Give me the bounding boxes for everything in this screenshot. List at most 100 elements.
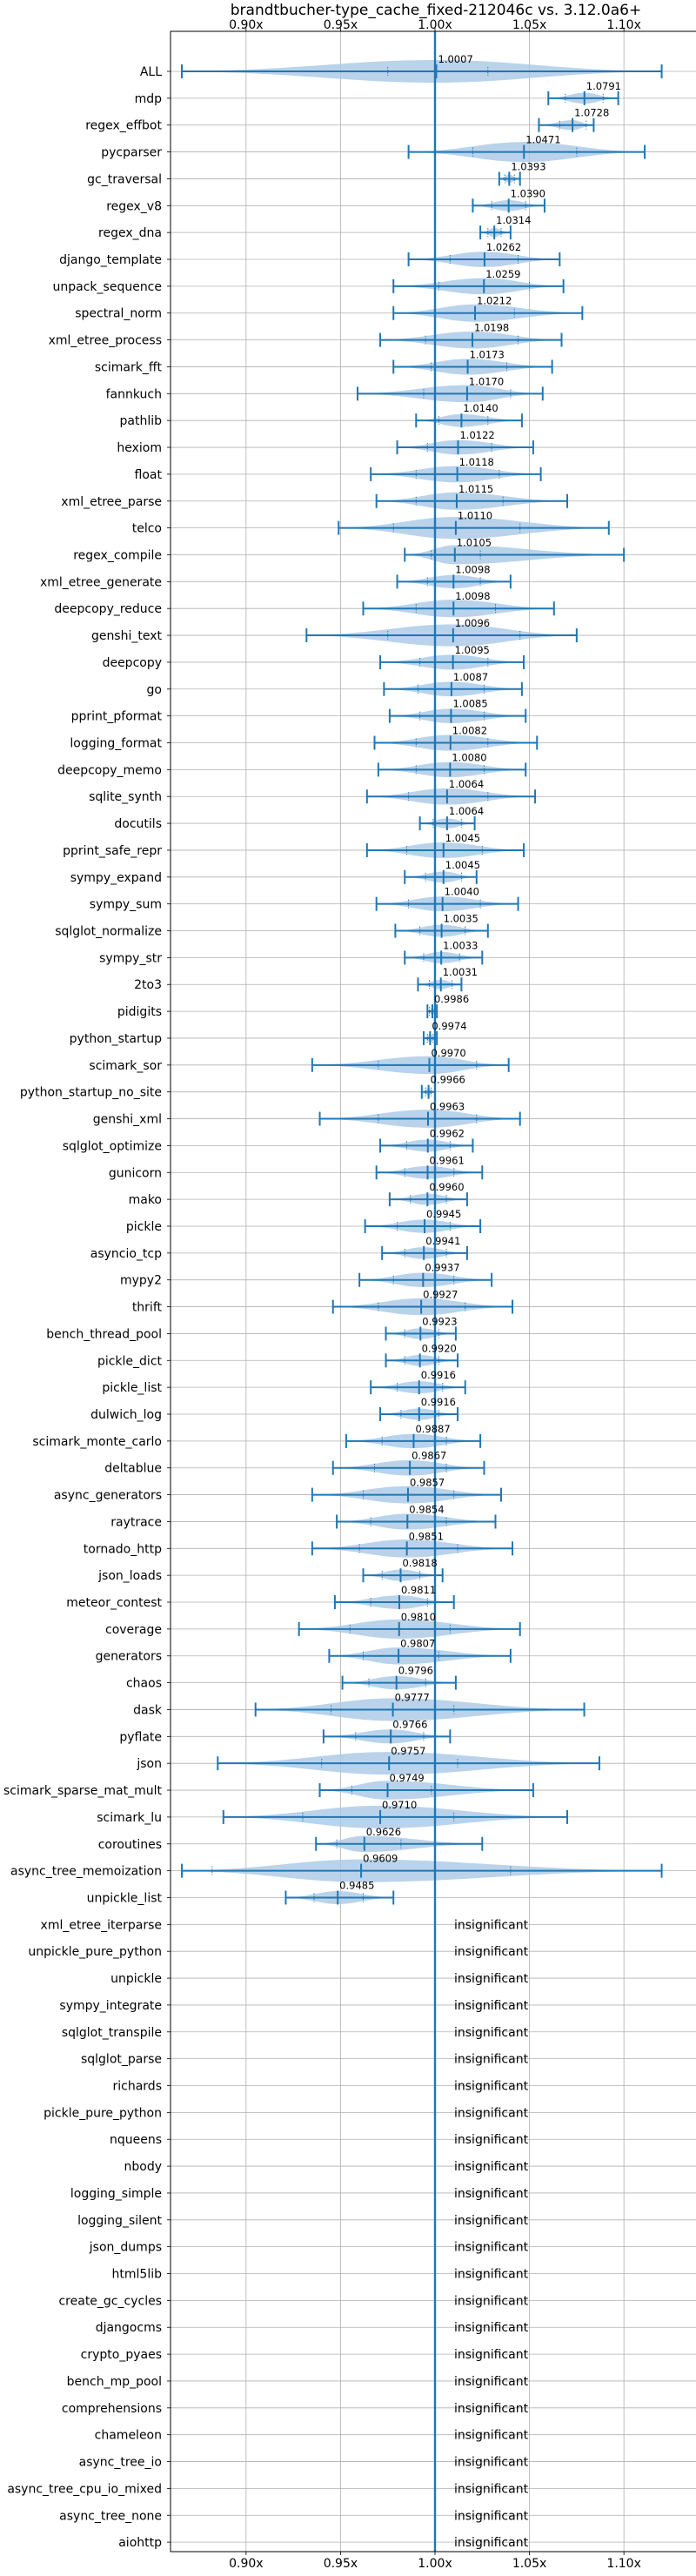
insignificant-label: insignificant <box>454 2375 529 2389</box>
mean-value-label: 1.0098 <box>455 590 490 602</box>
mean-value-label: 0.9916 <box>421 1396 456 1408</box>
mean-value-label: 0.9974 <box>432 1020 466 1032</box>
benchmark-name: regex_dna <box>98 226 162 240</box>
mean-value-label: 0.9937 <box>425 1262 459 1274</box>
mean-value-label: 0.9962 <box>430 1127 465 1139</box>
mean-value-label: 0.9749 <box>389 1772 424 1784</box>
mean-value-label: 1.0105 <box>457 536 492 548</box>
mean-value-label: 0.9796 <box>398 1665 433 1677</box>
benchmark-name: pycparser <box>101 146 162 160</box>
mean-value-label: 0.9923 <box>422 1315 457 1327</box>
insignificant-label: insignificant <box>454 2456 529 2470</box>
mean-value-label: 1.0035 <box>444 913 478 925</box>
mean-value-label: 0.9916 <box>421 1369 456 1381</box>
benchmark-name: async_generators <box>54 1489 162 1503</box>
benchmark-name: pickle_dict <box>97 1354 163 1368</box>
benchmark-name: bench_thread_pool <box>46 1327 162 1341</box>
x-tick-label-top: 0.95x <box>324 18 358 32</box>
mean-value-label: 0.9766 <box>392 1718 427 1730</box>
benchmark-name: create_gc_cycles <box>58 2294 162 2308</box>
mean-value-label: 0.9945 <box>426 1208 461 1220</box>
benchmark-name: python_startup <box>70 1032 162 1046</box>
insignificant-label: insignificant <box>454 2402 529 2416</box>
x-tick-label-bottom: 0.95x <box>324 2557 358 2571</box>
benchmark-name: regex_compile <box>73 548 162 562</box>
benchmark-name: pathlib <box>120 414 163 428</box>
benchmark-name: deepcopy_reduce <box>54 602 162 616</box>
benchmark-name: coroutines <box>98 1838 162 1852</box>
benchmark-name: scimark_lu <box>97 1811 162 1825</box>
benchmark-name: python_startup_no_site <box>20 1086 162 1100</box>
mean-value-label: 0.9920 <box>422 1342 457 1354</box>
mean-value-label: 0.9757 <box>391 1745 425 1757</box>
mean-value-label: 1.0471 <box>525 134 560 146</box>
benchmark-name: pickle_pure_python <box>44 2106 162 2120</box>
benchmark-name: richards <box>113 2080 163 2094</box>
benchmark-name: pickle_list <box>102 1381 162 1395</box>
insignificant-label: insignificant <box>454 1999 529 2013</box>
insignificant-label: insignificant <box>454 2482 529 2496</box>
benchmark-name: deltablue <box>104 1462 162 1476</box>
mean-value-label: 1.0198 <box>474 322 509 334</box>
benchmark-name: xml_etree_parse <box>61 495 162 509</box>
benchmark-name: sqlglot_optimize <box>63 1139 162 1153</box>
mean-value-label: 1.0064 <box>449 805 484 817</box>
benchmark-name: nqueens <box>110 2133 162 2147</box>
mean-value-label: 0.9609 <box>363 1853 398 1865</box>
insignificant-label: insignificant <box>454 2241 529 2255</box>
benchmark-name: mypy2 <box>120 1274 162 1288</box>
insignificant-label: insignificant <box>454 2080 529 2094</box>
benchmark-name: djangocms <box>96 2321 162 2335</box>
insignificant-label: insignificant <box>454 1945 529 1959</box>
mean-value-label: 1.0390 <box>511 187 545 199</box>
benchmark-name: dask <box>133 1703 163 1717</box>
mean-value-label: 1.0040 <box>445 886 479 898</box>
mean-value-label: 1.0791 <box>586 80 621 92</box>
benchmark-name: sympy_str <box>99 951 162 965</box>
mean-value-label: 0.9810 <box>401 1611 436 1623</box>
insignificant-label: insignificant <box>454 1972 529 1986</box>
insignificant-label: insignificant <box>454 1918 529 1932</box>
mean-value-label: 1.0110 <box>458 510 492 522</box>
x-tick-label-bottom: 1.10x <box>606 2557 640 2571</box>
mean-value-label: 0.9857 <box>410 1477 445 1489</box>
mean-value-label: 1.0033 <box>443 939 478 951</box>
benchmark-name: mdp <box>135 92 163 106</box>
mean-value-label: 0.9970 <box>431 1047 465 1059</box>
insignificant-label: insignificant <box>454 2536 529 2550</box>
mean-value-label: 1.0098 <box>455 563 490 575</box>
mean-value-label: 1.0080 <box>452 751 486 763</box>
mean-value-label: 1.0259 <box>485 268 520 280</box>
mean-value-label: 1.0122 <box>459 429 494 441</box>
insignificant-label: insignificant <box>454 2053 529 2067</box>
mean-value-label: 1.0045 <box>445 832 480 844</box>
benchmark-name: thrift <box>132 1301 163 1315</box>
mean-value-label: 1.0082 <box>452 725 487 737</box>
benchmark-name: tornado_http <box>84 1542 162 1556</box>
insignificant-label: insignificant <box>454 2133 529 2147</box>
insignificant-label: insignificant <box>454 2187 529 2201</box>
mean-value-label: 0.9887 <box>415 1423 450 1435</box>
benchmark-name: bench_mp_pool <box>67 2375 162 2389</box>
benchmark-name: logging_format <box>70 737 162 751</box>
insignificant-label: insignificant <box>454 2268 529 2282</box>
insignificant-label: insignificant <box>454 2321 529 2335</box>
chart-title: brandtbucher-type_cache_fixed-212046c vs… <box>231 2 641 19</box>
mean-value-label: 1.0728 <box>574 107 609 119</box>
mean-value-label: 1.0045 <box>445 859 480 871</box>
benchmark-name: gc_traversal <box>87 172 162 186</box>
mean-value-label: 0.9626 <box>366 1826 401 1838</box>
benchmark-name: sympy_integrate <box>59 1999 162 2013</box>
insignificant-label: insignificant <box>454 2026 529 2040</box>
x-tick-label-top: 1.10x <box>606 18 640 32</box>
benchmark-name: async_tree_memoization <box>10 1865 162 1879</box>
x-tick-label-top: 0.90x <box>229 18 263 32</box>
mean-value-label: 0.9851 <box>409 1530 444 1542</box>
benchmark-name: pickle <box>126 1220 162 1234</box>
benchmark-name: unpickle_list <box>87 1891 163 1905</box>
benchmark-name: mako <box>129 1193 162 1207</box>
benchmark-name: fannkuch <box>106 387 162 401</box>
benchmark-name: coverage <box>105 1623 162 1637</box>
benchmark-name: xml_etree_generate <box>40 575 162 589</box>
benchmark-name: logging_simple <box>70 2187 162 2201</box>
